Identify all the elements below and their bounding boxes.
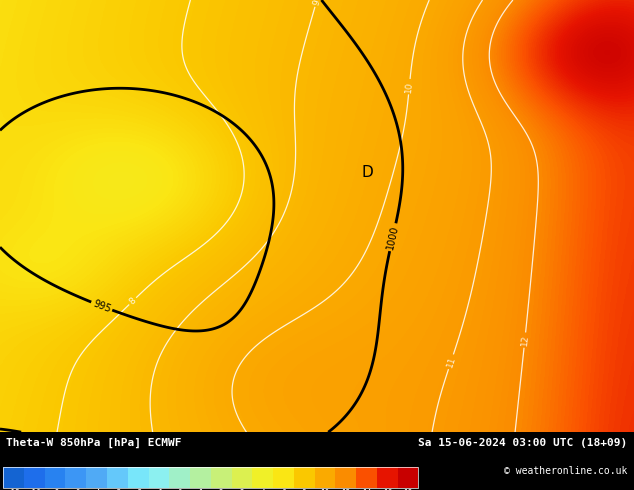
Text: 16: 16 (383, 489, 392, 490)
Text: 3: 3 (240, 489, 244, 490)
Text: Sa 15-06-2024 03:00 UTC (18+09): Sa 15-06-2024 03:00 UTC (18+09) (418, 438, 628, 448)
Bar (44, 467, 65, 488)
Text: 8: 8 (127, 296, 138, 306)
Bar (128, 467, 148, 488)
Bar (314, 467, 335, 488)
Text: 12: 12 (341, 489, 351, 490)
Bar (273, 467, 294, 488)
Bar (377, 467, 398, 488)
Text: 2: 2 (219, 489, 224, 490)
Text: 12: 12 (520, 334, 530, 346)
Text: © weatheronline.co.uk: © weatheronline.co.uk (504, 466, 628, 476)
Bar (24, 467, 44, 488)
Text: 4: 4 (261, 489, 265, 490)
Text: -10: -10 (27, 489, 41, 490)
Text: 9: 9 (311, 0, 321, 6)
Bar (107, 467, 128, 488)
Bar (65, 467, 86, 488)
Bar (231, 467, 252, 488)
Bar (335, 467, 356, 488)
Bar (3, 467, 418, 488)
Text: 11: 11 (445, 355, 457, 368)
Text: -3: -3 (113, 489, 122, 490)
Text: 14: 14 (362, 489, 371, 490)
Text: 10: 10 (404, 80, 415, 93)
Bar (190, 467, 210, 488)
Bar (210, 467, 231, 488)
Text: 1: 1 (198, 489, 203, 490)
Text: 1000: 1000 (385, 224, 400, 250)
Bar (169, 467, 190, 488)
Text: -12: -12 (6, 489, 20, 490)
Bar (148, 467, 169, 488)
Text: 995: 995 (91, 298, 112, 314)
Text: 10: 10 (320, 489, 330, 490)
Bar (252, 467, 273, 488)
Text: -6: -6 (71, 489, 81, 490)
Bar (86, 467, 107, 488)
Text: -2: -2 (134, 489, 143, 490)
Text: -1: -1 (154, 489, 164, 490)
Bar (3, 467, 24, 488)
Text: -8: -8 (51, 489, 60, 490)
Bar (398, 467, 418, 488)
Bar (356, 467, 377, 488)
Text: 18: 18 (403, 489, 413, 490)
Bar (294, 467, 314, 488)
Text: -4: -4 (92, 489, 101, 490)
Text: D: D (362, 165, 373, 180)
Text: 6: 6 (281, 489, 286, 490)
Text: Theta-W 850hPa [hPa] ECMWF: Theta-W 850hPa [hPa] ECMWF (6, 438, 182, 448)
Text: 8: 8 (302, 489, 307, 490)
Text: 0: 0 (178, 489, 182, 490)
